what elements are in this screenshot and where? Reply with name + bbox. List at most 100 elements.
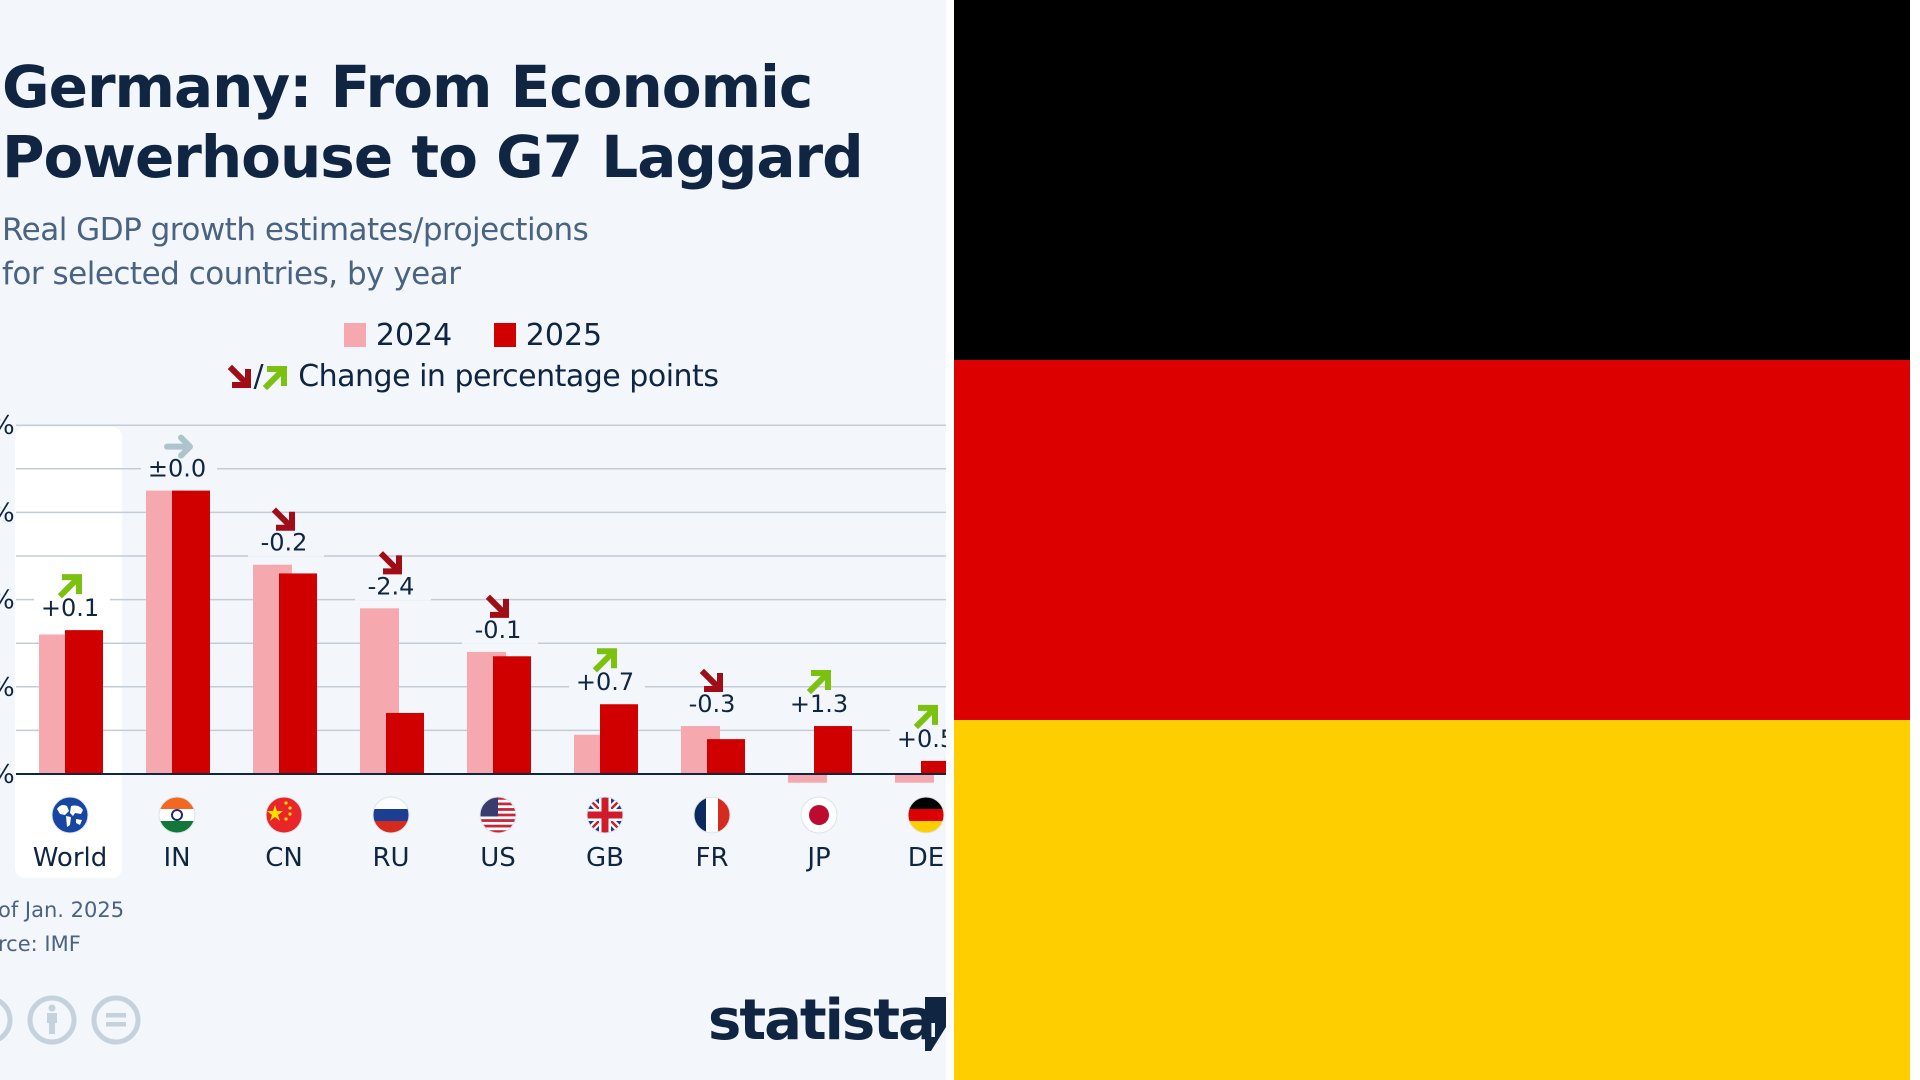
chart-panel: Germany: From Economic Powerhouse to G7 …	[0, 0, 946, 1080]
flag-part	[908, 809, 944, 821]
flag-outline	[693, 796, 731, 834]
down-arrow-icon	[271, 507, 295, 531]
china-flag-icon	[265, 796, 303, 834]
flag-body	[52, 797, 88, 833]
y-tick-label: %	[0, 586, 15, 616]
flag-body	[266, 797, 302, 833]
flag-outline	[907, 796, 945, 834]
change-label-bg	[676, 688, 752, 719]
statista-logo[interactable]: statista	[708, 988, 936, 1053]
chart-subtitle: Real GDP growth estimates/projections fo…	[2, 208, 589, 296]
arrow-path	[164, 434, 193, 459]
flag-outline	[479, 796, 517, 834]
down-arrow-icon	[227, 364, 251, 388]
small-star	[284, 817, 288, 821]
change-label: +0.1	[41, 594, 99, 622]
legend-swatch-2024	[343, 323, 366, 347]
flag-outline	[800, 796, 838, 834]
source-note: rce: IMF	[0, 932, 81, 956]
germany-flag-icon	[907, 796, 945, 834]
arrow-path	[485, 594, 509, 618]
flag-body	[694, 797, 730, 833]
stripe	[480, 816, 516, 820]
cc-nd-icon[interactable]	[91, 995, 141, 1045]
arrow-path	[57, 574, 82, 599]
change-label-bg	[569, 666, 645, 697]
bar-2025	[386, 712, 424, 774]
flag-outline	[372, 796, 410, 834]
continent	[57, 805, 83, 827]
flag-part	[908, 821, 944, 833]
category-label: World	[33, 843, 108, 873]
legend-label-2024: 2024	[375, 318, 453, 353]
up-arrow-icon	[592, 648, 617, 673]
flag-body	[373, 797, 409, 833]
flag-part	[159, 821, 195, 833]
bar-2024	[895, 774, 934, 783]
flag-body	[908, 797, 944, 833]
subtitle-line-1: Real GDP growth estimates/projections	[2, 212, 589, 248]
stripe	[480, 827, 516, 831]
bar-2025	[600, 704, 638, 774]
bar-2025	[279, 573, 317, 774]
flag-outline	[158, 796, 196, 834]
cc-icon[interactable]: cc	[0, 995, 13, 1045]
change-label-bg	[355, 570, 431, 601]
stripe	[480, 821, 516, 825]
legend-change: / Change in percentage points	[0, 356, 946, 398]
russia-flag-icon	[372, 796, 410, 834]
release-note: of Jan. 2025	[0, 898, 125, 922]
flag-part	[587, 811, 623, 819]
small-star	[288, 806, 292, 810]
statista-logo-mark-icon	[925, 997, 946, 1051]
cc-by-icon[interactable]	[27, 995, 77, 1045]
arrow-path	[378, 551, 402, 575]
up-arrow-icon	[806, 670, 831, 695]
flag-part	[159, 797, 195, 809]
arrow-path	[806, 670, 831, 695]
bar-chart: %%%%% +0.1 ±0.0 -0.2 -2.4 -0.1 +0.7 -0.3 +1.3 +0.…	[0, 411, 946, 878]
legend-label-2025: 2025	[525, 318, 603, 353]
flag-part	[373, 797, 409, 809]
legend-item-2025: 2025	[493, 318, 603, 353]
small-star	[288, 812, 292, 816]
stripe	[480, 824, 516, 828]
flag-part	[718, 797, 730, 833]
flag-part	[908, 797, 944, 809]
category-label: DE	[908, 843, 944, 873]
category-label: RU	[372, 843, 409, 873]
change-label: ±0.0	[148, 455, 206, 483]
flag-part	[52, 797, 88, 833]
y-tick-label: %	[0, 498, 15, 528]
change-label: -0.2	[261, 529, 308, 557]
category-label: IN	[163, 843, 190, 873]
change-label: +1.3	[790, 690, 848, 718]
change-label: +0.5	[897, 725, 946, 753]
sun-disc	[809, 805, 829, 825]
bar-2025	[921, 760, 946, 774]
bar-2025	[814, 726, 852, 774]
bar-2025	[65, 630, 103, 774]
arrow-path	[699, 668, 723, 693]
flag-outline	[586, 796, 624, 834]
title-line-2: Powerhouse to G7 Laggard	[2, 123, 864, 191]
bar-2025	[493, 656, 531, 774]
star	[267, 805, 283, 821]
arrow-path	[592, 648, 617, 673]
world-globe-icon	[51, 796, 89, 834]
change-label-bg	[248, 526, 324, 557]
bar-2025	[707, 739, 745, 774]
japan-flag-icon	[800, 796, 838, 834]
legend-slash: /	[253, 359, 264, 394]
down-arrow-icon	[485, 594, 509, 618]
category-label: JP	[805, 843, 830, 873]
change-label-bg	[783, 688, 859, 719]
up-arrow-icon	[262, 366, 288, 391]
change-label-bg	[34, 592, 110, 623]
flag-body	[801, 797, 837, 833]
legend-item-2024: 2024	[343, 318, 453, 353]
uk-flag-icon	[586, 796, 624, 834]
category-label: FR	[695, 843, 728, 873]
stripe	[480, 830, 516, 833]
small-star	[284, 801, 288, 805]
